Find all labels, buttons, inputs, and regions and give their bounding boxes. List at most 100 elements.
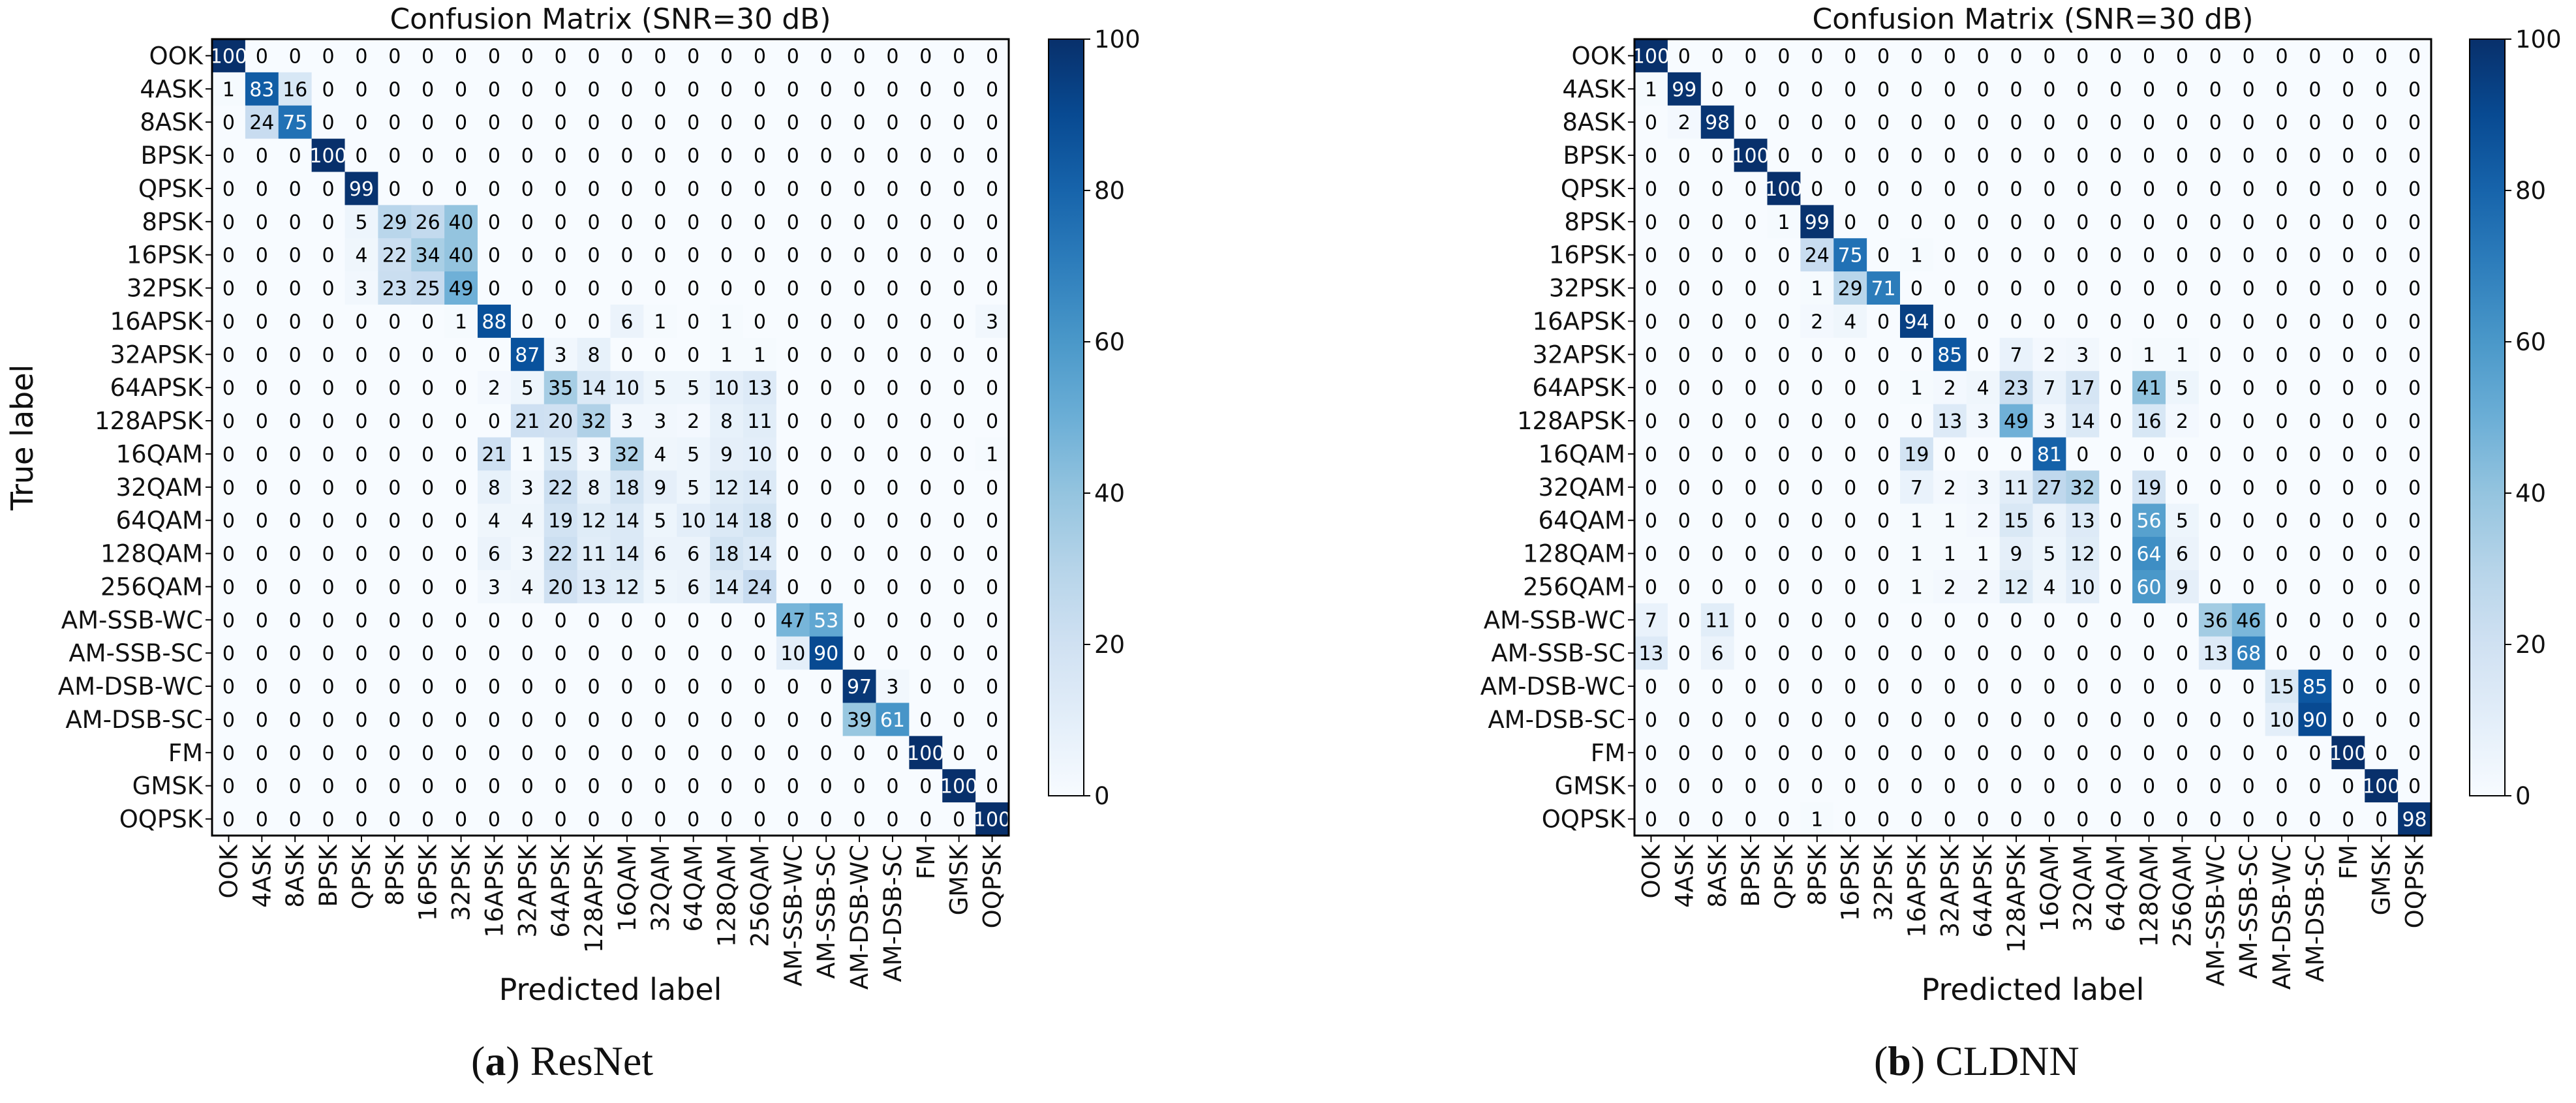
cell-value: 0: [853, 178, 866, 201]
heatmap-cell: [510, 769, 545, 803]
cell-value: 0: [787, 178, 799, 201]
heatmap-cell: [942, 205, 976, 239]
y-tick-label: 64APSK: [1533, 374, 1627, 402]
cell-value: 0: [388, 112, 401, 134]
cell-value: 0: [289, 245, 301, 267]
cell-value: 0: [222, 742, 235, 765]
heatmap-cell: [577, 305, 611, 339]
cell-value: 0: [1645, 477, 1657, 500]
heatmap-cell: [809, 305, 844, 339]
cell-value: 0: [388, 178, 401, 201]
cell-value: 0: [853, 642, 866, 665]
x-tick-label: 64APSK: [547, 843, 575, 937]
cell-value: 0: [256, 776, 268, 798]
cell-value: 0: [289, 776, 301, 798]
cell-value: 0: [322, 377, 335, 400]
cell-value: 0: [1645, 809, 1657, 832]
cell-value: 0: [222, 310, 235, 333]
x-tick-label: 32APSK: [514, 843, 542, 937]
cell-value: 4: [1844, 310, 1856, 333]
cell-value: 0: [2375, 145, 2387, 168]
heatmap-cell: [909, 669, 943, 704]
heatmap-cell: [212, 603, 246, 637]
cell-value: 0: [588, 742, 600, 765]
heatmap-cell: [842, 105, 877, 140]
heatmap-cell: [776, 404, 810, 438]
cell-value: 7: [1910, 477, 1923, 500]
cell-value: 1: [222, 78, 235, 101]
cell-value: 4: [654, 444, 666, 466]
cell-value: 0: [2243, 178, 2255, 201]
heatmap-cell: [212, 337, 246, 372]
cell-value: 0: [1777, 676, 1790, 699]
y-tick-label: 128APSK: [1517, 407, 1627, 435]
heatmap-cell: [544, 370, 578, 405]
cell-value: 0: [720, 112, 733, 134]
heatmap-cell: [809, 470, 844, 504]
cell-value: 0: [289, 543, 301, 566]
cell-value: 0: [388, 45, 401, 68]
heatmap-cell: [909, 537, 943, 571]
cell-value: 0: [322, 112, 335, 134]
cell-value: 2: [2176, 410, 2188, 433]
cell-value: 0: [2342, 642, 2354, 665]
cell-value: 0: [422, 410, 434, 433]
heatmap-cell: [677, 537, 711, 571]
heatmap-cell: [245, 172, 279, 205]
cell-value: 0: [1910, 178, 1923, 201]
cell-value: 0: [2342, 78, 2354, 101]
cell-value: 100: [974, 809, 1011, 832]
cell-value: 0: [1678, 543, 1691, 566]
cell-value: 0: [2176, 78, 2188, 101]
cell-value: 0: [1745, 377, 1757, 400]
cell-value: 0: [2109, 477, 2122, 500]
cell-value: 0: [455, 642, 467, 665]
heatmap-cell: [710, 669, 744, 704]
cell-value: 0: [1977, 444, 1989, 466]
heatmap-cell: [909, 105, 943, 140]
cell-value: 0: [289, 178, 301, 201]
cell-value: 0: [720, 245, 733, 267]
cell-value: 8: [588, 477, 600, 500]
y-tick-label: 16PSK: [1549, 241, 1627, 269]
cell-value: 0: [687, 145, 699, 168]
heatmap-cell: [212, 769, 246, 803]
cell-value: 0: [2276, 576, 2288, 599]
cell-value: 0: [1745, 344, 1757, 367]
cell-value: 0: [919, 444, 932, 466]
cell-value: 0: [388, 776, 401, 798]
cell-value: 0: [2375, 543, 2387, 566]
cell-value: 0: [2375, 709, 2387, 732]
cell-value: 0: [1745, 776, 1757, 798]
cell-value: 0: [787, 444, 799, 466]
cell-value: 0: [2143, 45, 2155, 68]
cell-value: 0: [2342, 178, 2354, 201]
cell-value: 0: [222, 245, 235, 267]
cell-value: 0: [787, 78, 799, 101]
cell-value: 0: [2276, 776, 2288, 798]
cell-value: 0: [1844, 377, 1856, 400]
heatmap-cell: [245, 470, 279, 504]
cell-value: 0: [1844, 178, 1856, 201]
cell-value: 0: [2243, 510, 2255, 533]
x-tick-label: 32QAM: [647, 845, 675, 931]
heatmap-cell: [643, 669, 677, 704]
cell-value: 0: [1678, 377, 1691, 400]
cell-value: 0: [754, 709, 766, 732]
cell-value: 0: [621, 112, 633, 134]
cell-value: 0: [1977, 45, 1989, 68]
cell-value: 0: [2276, 510, 2288, 533]
cell-value: 0: [2143, 676, 2155, 699]
heatmap-cell: [842, 703, 877, 736]
heatmap-cell: [975, 603, 1009, 637]
x-tick-label: 128QAM: [2136, 845, 2164, 947]
heatmap-cell: [942, 603, 976, 637]
cell-value: 0: [853, 344, 866, 367]
heatmap-cell: [411, 736, 445, 770]
cell-value: 0: [2010, 742, 2023, 765]
heatmap-cell: [809, 769, 844, 803]
cell-value: 0: [1844, 145, 1856, 168]
cell-value: 0: [2375, 642, 2387, 665]
cell-value: 81: [2037, 444, 2062, 466]
cell-value: 1: [754, 344, 766, 367]
